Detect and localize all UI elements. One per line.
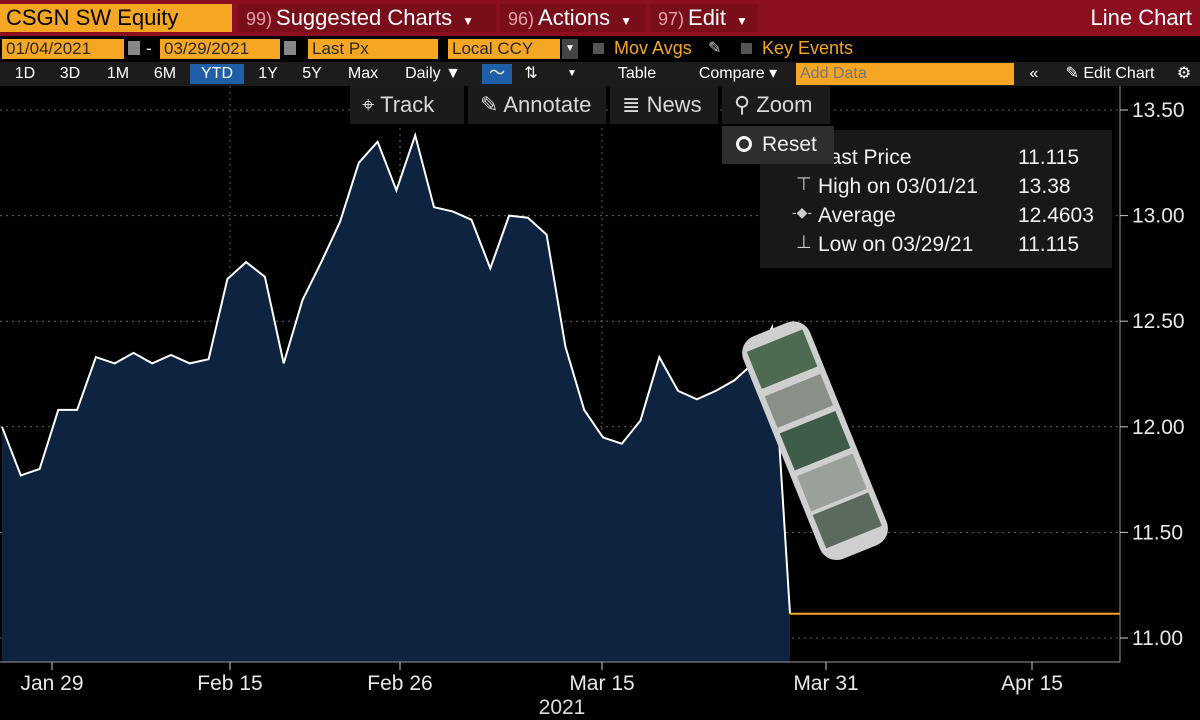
edit-button[interactable]: 97) Edit ▼ (650, 4, 758, 32)
frequency-label: Daily (405, 65, 441, 82)
x-tick-label: Jan 29 (20, 672, 83, 695)
news-icon: ≣ (622, 92, 641, 117)
high-marker-icon: ⊤ (796, 174, 812, 194)
frequency-selector[interactable]: Daily ▼ (405, 65, 461, 82)
line-chart-icon[interactable]: 〜 (482, 64, 512, 84)
track-button[interactable]: ⌖ Track (350, 86, 464, 124)
period-max[interactable]: Max (347, 65, 379, 82)
mov-avgs-label: Mov Avgs (614, 38, 692, 58)
track-label: Track (380, 92, 435, 117)
average-marker-icon: -◆- (792, 204, 813, 220)
y-tick-label: 12.50 (1132, 310, 1185, 333)
news-label: News (646, 92, 702, 117)
actions-label: Actions (538, 5, 611, 30)
x-tick-label: Mar 31 (793, 672, 858, 695)
suggested-charts-number: 99) (246, 9, 273, 29)
period-1y[interactable]: 1Y (258, 65, 278, 82)
chevron-down-icon: ▼ (735, 14, 748, 28)
chevron-down-icon[interactable]: ▼ (567, 68, 577, 79)
y-axis: 11.00 11.50 12.00 12.50 13.00 13.50 (1120, 99, 1185, 650)
annotate-button[interactable]: ✎ Annotate (468, 86, 606, 124)
reset-label: Reset (762, 133, 817, 156)
period-6m[interactable]: 6M (153, 65, 177, 82)
y-tick-label: 13.50 (1132, 99, 1185, 122)
legend-average-label: Average (818, 204, 896, 227)
period-3d[interactable]: 3D (59, 65, 81, 82)
reset-button[interactable]: Reset (722, 126, 834, 164)
compare-button[interactable]: Compare ▾ (698, 65, 778, 82)
y-tick-label: 12.00 (1132, 416, 1185, 439)
legend-average-value: 12.4603 (1018, 204, 1094, 227)
actions-button[interactable]: 96) Actions ▼ (500, 4, 646, 32)
ship-graphic (742, 321, 888, 561)
low-marker-icon: ⊥ (796, 232, 812, 252)
add-data-input[interactable] (796, 63, 1014, 85)
compare-label: Compare (698, 65, 765, 82)
x-axis: Jan 29 Feb 15 Feb 26 Mar 15 Mar 31 Apr 15 (20, 662, 1063, 695)
key-events-label: Key Events (762, 38, 854, 58)
pencil-icon[interactable]: ✎ (708, 40, 722, 57)
zoom-label: Zoom (756, 92, 813, 117)
suggested-charts-button[interactable]: 99) Suggested Charts ▼ (238, 4, 496, 32)
chevron-down-icon[interactable]: ▼ (562, 39, 578, 59)
period-1d[interactable]: 1D (14, 65, 36, 82)
chevron-down-icon: ▼ (462, 14, 475, 28)
magnifier-icon: ⚲ (734, 92, 751, 117)
field-selector[interactable]: Last Px (308, 39, 438, 59)
period-1m[interactable]: 1M (106, 65, 130, 82)
legend-low-value: 11.115 (1018, 233, 1080, 256)
calendar-icon[interactable] (128, 41, 140, 55)
key-events-checkbox[interactable] (741, 43, 752, 54)
legend-last-price-value: 11.115 (1018, 146, 1080, 169)
price-chart[interactable]: 11.00 11.50 12.00 12.50 13.00 13.50 Jan 29 Feb… (0, 86, 1200, 720)
suggested-charts-label: Suggested Charts (276, 5, 453, 30)
news-button[interactable]: ≣ News (610, 86, 718, 124)
price-area (2, 135, 790, 663)
chart-type-title: Line Chart (1090, 5, 1192, 30)
legend-low-label: Low on 03/29/21 (818, 233, 974, 256)
y-tick-label: 13.00 (1132, 205, 1185, 228)
end-date-field[interactable]: 03/29/2021 (160, 39, 280, 59)
y-tick-label: 11.00 (1132, 627, 1183, 650)
gear-icon[interactable]: ⚙ (1176, 65, 1192, 82)
x-tick-label: Feb 26 (367, 672, 432, 695)
x-tick-label: Apr 15 (1001, 672, 1063, 695)
collapse-icon[interactable]: « (1029, 65, 1039, 82)
y-tick-label: 11.50 (1132, 521, 1183, 544)
edit-label: Edit (688, 5, 726, 30)
year-label: 2021 (539, 696, 586, 719)
annotate-label: Annotate (503, 92, 592, 117)
legend-high-label: High on 03/01/21 (818, 175, 978, 198)
period-ytd[interactable]: YTD (190, 64, 244, 84)
price-line (1, 131, 791, 614)
currency-selector[interactable]: Local CCY (448, 39, 560, 59)
legend-high-value: 13.38 (1018, 175, 1071, 198)
ticker-field[interactable]: CSGN SW Equity (0, 4, 232, 32)
mov-avgs-checkbox[interactable] (593, 43, 604, 54)
table-button[interactable]: Table (617, 65, 657, 82)
pencil-icon: ✎ (480, 92, 499, 117)
start-date-field[interactable]: 01/04/2021 (2, 39, 124, 59)
radio-icon (736, 136, 752, 152)
edit-number: 97) (658, 9, 685, 29)
calendar-icon[interactable] (284, 41, 296, 55)
edit-chart-label: Edit Chart (1083, 65, 1155, 82)
actions-number: 96) (508, 9, 535, 29)
x-tick-label: Mar 15 (569, 672, 634, 695)
x-tick-label: Feb 15 (197, 672, 262, 695)
crosshair-icon: ⌖ (362, 92, 375, 117)
zoom-button[interactable]: ⚲ Zoom (722, 86, 830, 124)
bar-chart-icon[interactable]: ⇅ (524, 65, 538, 82)
legend-last-price-label: Last Price (818, 146, 912, 169)
date-separator: - (146, 39, 152, 58)
edit-chart-button[interactable]: ✎ Edit Chart (1065, 65, 1155, 82)
chevron-down-icon: ▼ (620, 14, 633, 28)
period-5y[interactable]: 5Y (302, 65, 322, 82)
